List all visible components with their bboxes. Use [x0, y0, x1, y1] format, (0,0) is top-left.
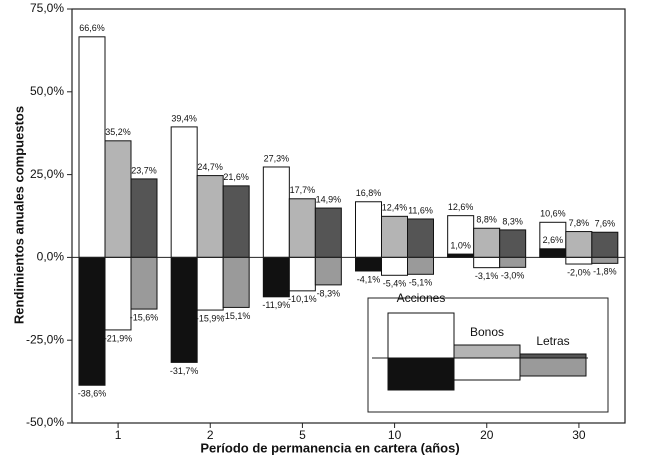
data-label: 23,7% [131, 165, 157, 175]
legend-swatch [387, 357, 455, 391]
legend-swatch [453, 344, 521, 359]
data-label: 12,6% [448, 202, 474, 212]
data-label: -2,0% [567, 267, 591, 277]
data-label: 2,6% [543, 235, 564, 245]
bar [262, 256, 290, 298]
bar [355, 201, 382, 258]
bar [565, 256, 593, 265]
y-tick-label: 50,0% [30, 84, 64, 98]
data-label: 7,8% [569, 218, 590, 228]
data-label: 8,8% [476, 215, 497, 225]
bar [170, 126, 198, 258]
legend-label: Acciones [397, 291, 446, 305]
data-label: 16,8% [356, 188, 382, 198]
x-tick-label: 1 [115, 428, 122, 442]
data-label: 17,7% [290, 185, 316, 195]
y-tick-label: 75,0% [30, 1, 64, 15]
bar [196, 256, 224, 311]
data-label: -4,1% [357, 274, 381, 284]
x-tick-label: 5 [299, 428, 306, 442]
y-tick-label: -25,0% [26, 332, 64, 346]
bar [473, 227, 501, 258]
data-label: 10,6% [540, 209, 566, 219]
bar [130, 178, 158, 258]
bar [78, 256, 106, 386]
x-tick-label: 30 [572, 428, 586, 442]
legend-label: Bonos [470, 325, 504, 339]
data-label: -15,9% [196, 313, 225, 323]
data-label: -15,6% [130, 312, 159, 322]
data-label: -15,1% [222, 311, 251, 321]
bar [381, 215, 408, 258]
bar [355, 256, 382, 272]
data-label: 21,6% [223, 172, 249, 182]
bar [499, 229, 527, 258]
data-label: -31,7% [170, 366, 199, 376]
data-label: 14,9% [316, 194, 342, 204]
legend-swatch [519, 353, 587, 359]
bar [314, 207, 342, 258]
bar [499, 256, 527, 268]
x-axis-label: Período de permanencia en cartera (años) [200, 440, 459, 455]
data-label: 12,4% [382, 203, 408, 213]
data-label: -5,1% [409, 278, 433, 288]
data-label: 8,3% [502, 216, 523, 226]
bar [222, 185, 250, 258]
x-tick-label: 10 [388, 428, 402, 442]
bar [407, 256, 434, 275]
bar [539, 248, 567, 258]
x-tick-label: 2 [207, 428, 214, 442]
bar [104, 256, 132, 331]
bar [288, 256, 316, 292]
data-label: -10,1% [288, 294, 317, 304]
data-label: 24,7% [197, 162, 223, 172]
data-label: 27,3% [264, 153, 290, 163]
bar [262, 166, 290, 258]
bar [381, 256, 408, 276]
data-label: 1,0% [450, 240, 471, 250]
data-label: 35,2% [105, 127, 131, 137]
legend-swatch [519, 357, 587, 377]
bar [78, 36, 106, 258]
bar [170, 256, 198, 363]
bar [473, 256, 501, 269]
bar [104, 140, 132, 258]
data-label: -5,4% [383, 279, 407, 289]
data-label: -3,0% [501, 271, 525, 281]
bar [591, 231, 619, 258]
data-label: 66,6% [79, 23, 105, 33]
data-label: -38,6% [78, 389, 107, 399]
data-label: 7,6% [595, 219, 616, 229]
legend-swatch [453, 357, 521, 381]
bar [314, 256, 342, 286]
data-label: -11,9% [262, 300, 290, 310]
bar [130, 256, 158, 310]
data-label: -8,3% [317, 288, 341, 298]
legend-swatch [387, 312, 455, 359]
bar [591, 256, 619, 264]
y-axis-label: Rendimientos anuales compuestos [11, 106, 26, 324]
data-label: 39,4% [171, 113, 197, 123]
bar [407, 218, 434, 258]
y-tick-label: 0,0% [37, 250, 65, 264]
legend-label: Letras [536, 334, 569, 348]
data-label: -1,8% [593, 267, 617, 277]
plot-frame [71, 8, 626, 424]
y-tick-label: -50,0% [26, 415, 64, 429]
bar [447, 215, 475, 258]
bar [222, 256, 250, 308]
y-tick-label: 25,0% [30, 167, 64, 181]
bar [196, 175, 224, 258]
bar [565, 231, 593, 258]
data-label: -21,9% [104, 333, 133, 343]
data-label: 11,6% [408, 205, 433, 215]
bar [288, 198, 316, 258]
x-tick-label: 20 [480, 428, 494, 442]
data-label: -3,1% [475, 271, 499, 281]
